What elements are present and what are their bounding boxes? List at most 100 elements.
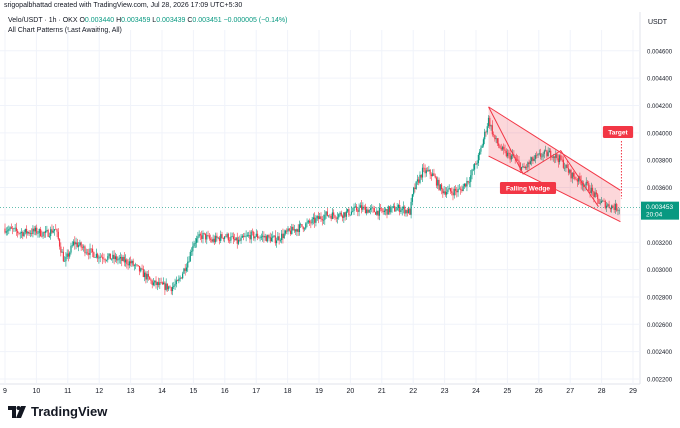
candle-body xyxy=(353,207,355,212)
candle-body xyxy=(53,229,56,231)
y-tick-label: 0.004400 xyxy=(647,77,673,83)
candle-body xyxy=(347,209,349,212)
candle-body xyxy=(183,268,185,274)
candle-body xyxy=(259,237,261,239)
candle-body xyxy=(447,189,449,193)
candle-body xyxy=(406,210,408,214)
candle-body xyxy=(612,205,614,208)
candle-body xyxy=(364,206,367,214)
candle-body xyxy=(392,206,394,207)
candle-body xyxy=(435,177,438,186)
candle-body xyxy=(341,215,344,218)
candle-body xyxy=(300,224,302,225)
candle-body xyxy=(9,227,11,230)
wedge-upper-line xyxy=(488,106,621,191)
candle-body xyxy=(39,229,42,236)
candle-body xyxy=(414,187,416,190)
candle-body xyxy=(446,192,448,195)
falling-wedge-label[interactable]: Falling Wedge xyxy=(499,182,557,194)
candle-body xyxy=(140,268,142,272)
candle-body xyxy=(421,167,424,178)
candle-body xyxy=(185,267,188,271)
tradingview-branding[interactable]: TradingView xyxy=(8,404,107,419)
candle-body xyxy=(546,150,548,157)
candle-body xyxy=(159,282,161,286)
candle-body xyxy=(317,216,320,220)
candle-body xyxy=(166,283,169,290)
candle-body xyxy=(617,210,619,212)
candle-body xyxy=(591,187,594,192)
candle-body xyxy=(163,282,165,285)
candle-body xyxy=(494,134,496,140)
candle-body xyxy=(575,178,577,180)
candle-body xyxy=(520,166,523,170)
candle-body xyxy=(603,200,605,202)
candle-body xyxy=(209,238,212,240)
candle-body xyxy=(504,149,506,151)
indicator-label[interactable]: All Chart Patterns (Last Awaiting, All) xyxy=(8,27,122,34)
candle-body xyxy=(543,150,545,154)
candle-body xyxy=(142,269,144,278)
candle-body xyxy=(518,160,520,163)
candle-body xyxy=(537,153,539,156)
candle-body xyxy=(161,282,163,285)
x-tick-label: 25 xyxy=(504,388,512,395)
candle-body xyxy=(486,126,488,133)
candle-body xyxy=(419,174,421,183)
candle-body xyxy=(479,151,481,155)
candle-body xyxy=(18,232,20,234)
candle-body xyxy=(611,205,613,210)
candle-body xyxy=(221,234,223,238)
target-label-bg xyxy=(602,126,634,138)
candle-body xyxy=(489,117,491,127)
candle-body xyxy=(333,212,335,216)
candle-body xyxy=(268,235,270,237)
candle-body xyxy=(37,233,39,234)
candle-body xyxy=(607,204,609,206)
candle-body xyxy=(135,264,137,266)
bar-countdown: 20:04 xyxy=(646,212,663,219)
candle-body xyxy=(251,231,254,233)
candle-body xyxy=(193,243,195,247)
target-label[interactable]: Target xyxy=(602,126,634,138)
symbol-label[interactable]: Velo/USDT · 1h · OKX xyxy=(8,17,78,24)
candle-body xyxy=(156,282,158,286)
candle-body xyxy=(260,236,262,238)
candle-body xyxy=(315,218,317,223)
candle-body xyxy=(61,251,63,253)
candle-body xyxy=(194,242,196,244)
x-tick-label: 12 xyxy=(95,388,103,395)
candle-body xyxy=(467,181,469,183)
candle-body xyxy=(305,223,307,229)
candle-body xyxy=(310,222,312,224)
candle-body xyxy=(472,169,474,171)
candle-body xyxy=(551,157,553,158)
candle-body xyxy=(561,159,563,161)
candle-body xyxy=(113,254,115,260)
candle-body xyxy=(248,235,250,236)
candle-body xyxy=(5,231,7,233)
candle-body xyxy=(439,184,441,190)
candle-body xyxy=(320,216,322,219)
candle-body xyxy=(242,235,245,237)
candle-body xyxy=(65,256,67,262)
candle-body xyxy=(475,163,477,165)
candle-body xyxy=(141,268,143,270)
candle-body xyxy=(605,205,608,209)
candle-body xyxy=(409,208,411,215)
candle-body xyxy=(12,228,14,230)
candle-body xyxy=(74,241,76,245)
candle-body xyxy=(608,204,610,208)
candle-body xyxy=(534,155,537,159)
candle-body xyxy=(236,237,238,244)
candle-body xyxy=(36,227,38,234)
candle-body xyxy=(145,272,147,280)
close-value: 0.003451 xyxy=(192,17,222,24)
candle-body xyxy=(94,257,96,258)
candle-body xyxy=(345,211,347,217)
candle-body xyxy=(80,242,82,248)
candle-body xyxy=(83,246,85,248)
candle-body xyxy=(192,246,194,252)
candle-body xyxy=(190,251,193,252)
